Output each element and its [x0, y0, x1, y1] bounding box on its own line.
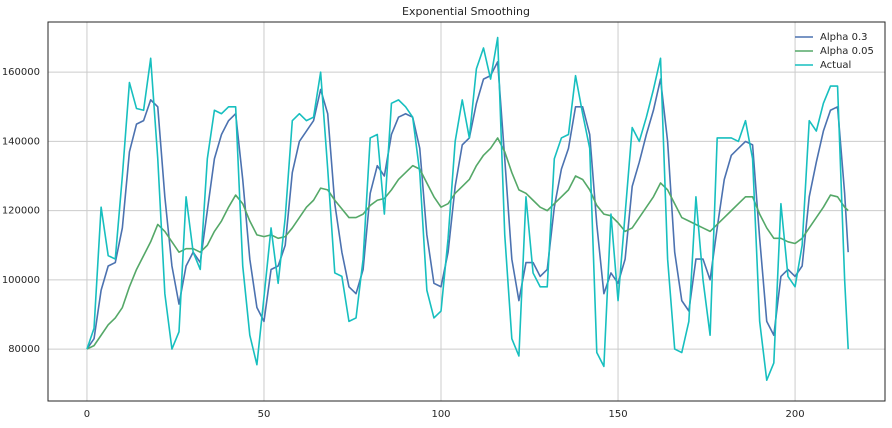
- y-tick-label: 100000: [2, 275, 40, 286]
- y-tick-label: 80000: [8, 344, 40, 355]
- x-tick-label: 100: [431, 409, 450, 420]
- series-line: [86, 137, 849, 350]
- series-line: [86, 36, 849, 382]
- series-line: [86, 61, 849, 350]
- y-tick-label: 120000: [2, 206, 40, 217]
- y-tick-label: 140000: [2, 136, 40, 147]
- y-tick-label: 160000: [2, 67, 40, 78]
- legend: Alpha 0.3 Alpha 0.05 Actual: [795, 32, 874, 71]
- x-tick-label: 50: [258, 409, 271, 420]
- plot-frame: [47, 21, 886, 402]
- chart-title: Exponential Smoothing: [402, 5, 530, 18]
- legend-label: Alpha 0.05: [820, 46, 874, 57]
- x-tick-label: 200: [786, 409, 805, 420]
- x-tick-label: 0: [84, 409, 90, 420]
- legend-label: Alpha 0.3: [820, 32, 868, 43]
- x-tick-label: 150: [608, 409, 627, 420]
- legend-label: Actual: [820, 60, 851, 71]
